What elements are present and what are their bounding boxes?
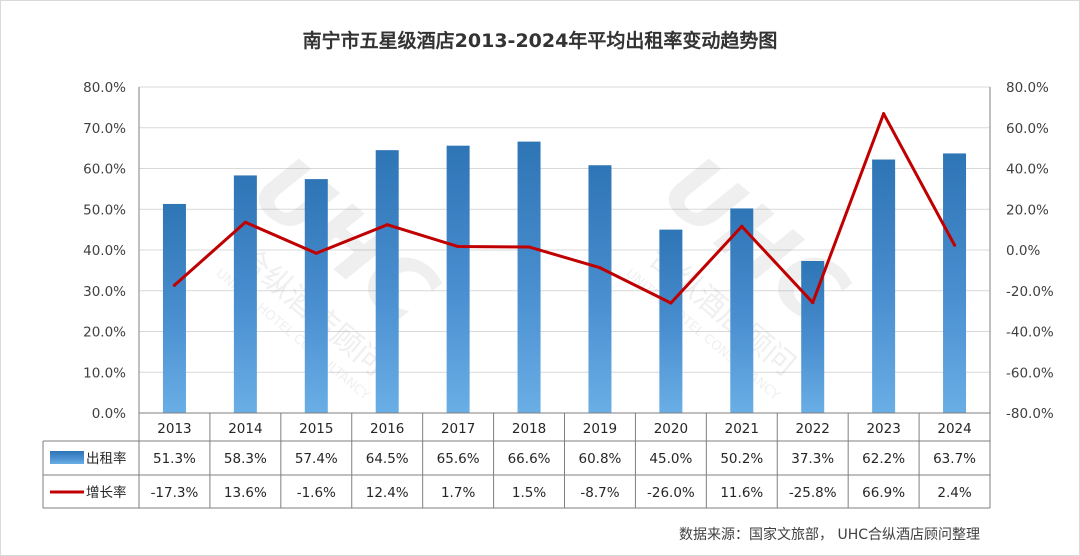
line-series (172, 112, 957, 305)
occupancy-cell-2021: 50.2% (720, 451, 763, 467)
occupancy-cell-2024: 63.7% (933, 451, 976, 467)
legend-key-occupancy (50, 451, 84, 464)
growth-line (173, 112, 956, 305)
growth-cell-2013: -17.3% (151, 485, 199, 501)
y-right-tick: -80.0% (1006, 406, 1054, 422)
y-right-tick: 0.0% (1006, 243, 1040, 259)
y-right-tick: 80.0% (1006, 80, 1049, 96)
growth-cell-2020: -26.0% (647, 485, 695, 501)
occupancy-cell-2023: 62.2% (862, 451, 905, 467)
y-right-tick: 60.0% (1006, 121, 1049, 137)
occupancy-cell-2022: 37.3% (791, 451, 834, 467)
occupancy-cell-2017: 65.6% (437, 451, 480, 467)
x-tick-2017: 2017 (441, 421, 475, 437)
occupancy-cell-2013: 51.3% (153, 451, 196, 467)
bar-2022 (801, 261, 825, 413)
occupancy-cell-2014: 58.3% (224, 451, 267, 467)
bar-2023 (872, 159, 896, 413)
growth-point-2015 (314, 251, 318, 255)
growth-point-2017 (456, 244, 460, 249)
y-left-tick: 20.0% (83, 325, 126, 341)
x-tick-2016: 2016 (370, 421, 404, 437)
growth-cell-2015: -1.6% (297, 485, 336, 501)
legend-name-occupancy: 出租率 (86, 450, 127, 467)
y-right-tick: -40.0% (1006, 325, 1054, 341)
x-tick-2014: 2014 (228, 421, 262, 437)
x-tick-2019: 2019 (583, 421, 617, 437)
growth-point-2016 (385, 223, 389, 227)
growth-point-2024 (952, 243, 957, 247)
x-tick-2023: 2023 (866, 421, 900, 437)
y-axis-left: 0.0% 10.0% 20.0% 30.0% 40.0% 50.0% 60.0% 70.0% 8… (83, 80, 126, 422)
x-tick-2013: 2013 (157, 421, 191, 437)
y-right-tick: -60.0% (1006, 365, 1054, 381)
growth-cell-2019: -8.7% (580, 485, 619, 501)
x-tick-2015: 2015 (299, 421, 333, 437)
growth-cell-2018: 1.5% (512, 485, 546, 501)
growth-cell-2022: -25.8% (789, 485, 837, 501)
growth-point-2019 (598, 266, 602, 270)
chart-title: 南宁市五星级酒店2013-2024年平均出租率变动趋势图 (303, 29, 778, 52)
bar-2013 (162, 203, 186, 413)
source-note: 数据来源：国家文旅部， UHC合纵酒店顾问整理 (679, 526, 980, 543)
x-tick-2022: 2022 (796, 421, 830, 437)
growth-point-2021 (740, 224, 744, 228)
y-left-tick: 50.0% (83, 202, 126, 218)
y-left-tick: 70.0% (83, 121, 126, 137)
y-left-tick: 10.0% (83, 365, 126, 381)
growth-cell-2021: 11.6% (720, 485, 763, 501)
bar-2014 (233, 175, 257, 413)
legend-name-growth: 增长率 (86, 484, 127, 501)
y-left-tick: 80.0% (83, 80, 126, 96)
y-left-tick: 40.0% (83, 243, 126, 259)
bar-2021 (730, 208, 754, 413)
bar-2018 (517, 141, 541, 414)
occupancy-cell-2016: 64.5% (366, 451, 409, 467)
growth-cell-2016: 12.4% (366, 485, 409, 501)
growth-cell-2024: 2.4% (937, 485, 971, 501)
bar-2020 (659, 229, 683, 413)
bar-2016 (375, 150, 399, 413)
y-right-tick: 40.0% (1006, 162, 1049, 178)
x-tick-2021: 2021 (725, 421, 759, 437)
y-right-tick: -20.0% (1006, 284, 1054, 300)
growth-cell-2023: 66.9% (862, 485, 905, 501)
x-tick-2020: 2020 (654, 421, 688, 437)
y-axis-right: -80.0% -60.0% -40.0% -20.0% 0.0% 20.0% 40.0% 60… (1006, 80, 1054, 422)
y-left-tick: 60.0% (83, 162, 126, 178)
growth-cell-2014: 13.6% (224, 485, 267, 501)
bar-2024 (943, 153, 967, 414)
bar-2017 (446, 145, 470, 413)
y-left-tick: 0.0% (92, 406, 126, 422)
y-right-tick: 20.0% (1006, 202, 1049, 218)
growth-point-2014 (243, 220, 247, 224)
growth-point-2023 (882, 112, 886, 116)
growth-cell-2017: 1.7% (441, 485, 475, 501)
x-tick-2024: 2024 (937, 421, 971, 437)
data-table: 2013 2014 2015 2016 2017 2018 2019 2020 2021 2022… (42, 87, 991, 509)
x-tick-2018: 2018 (512, 421, 546, 437)
occupancy-cell-2019: 60.8% (579, 451, 622, 467)
bar-2015 (304, 179, 328, 413)
occupancy-cell-2020: 45.0% (649, 451, 692, 467)
y-left-tick: 30.0% (83, 284, 126, 300)
growth-point-2013 (172, 283, 177, 287)
occupancy-cell-2015: 57.4% (295, 451, 338, 467)
bar-series (162, 141, 967, 414)
bar-2019 (588, 165, 612, 413)
growth-point-2022 (811, 300, 815, 305)
occupancy-cell-2018: 66.6% (508, 451, 551, 467)
growth-point-2020 (669, 301, 673, 305)
growth-point-2018 (527, 245, 531, 249)
